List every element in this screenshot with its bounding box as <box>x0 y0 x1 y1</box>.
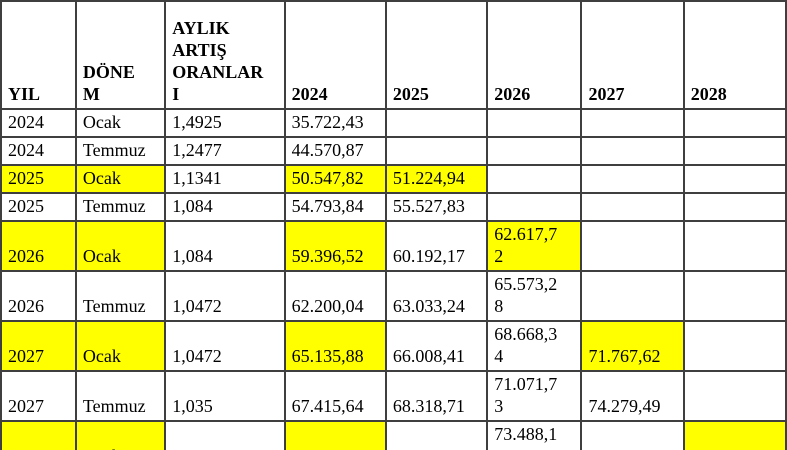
cell-oran: 1,035 <box>164 370 286 422</box>
cell-y2027: 76.804,99 <box>580 420 685 450</box>
cell-y2027: 74.279,49 <box>580 370 685 422</box>
cell-y2028 <box>682 136 787 166</box>
cell-oran: 1,084 <box>164 220 286 272</box>
column-header-2027: 2027 <box>580 0 685 110</box>
column-header-2028: 2028 <box>682 0 787 110</box>
cell-y2026: 65.573,2 8 <box>486 270 583 322</box>
cell-y2025: 55.527,83 <box>384 192 489 222</box>
cell-y2025: 68.318,71 <box>384 370 489 422</box>
cell-y2025: 66.008,41 <box>384 320 489 372</box>
table-row: 2024 Ocak 1,4925 35.722,43 <box>0 108 787 138</box>
cell-y2024: 44.570,87 <box>283 136 387 166</box>
cell-oran: 1,4925 <box>164 108 286 138</box>
cell-y2027 <box>580 270 685 322</box>
cell-y2028 <box>682 108 787 138</box>
table-row: 2026 Ocak 1,084 59.396,52 60.192,17 62.617,7 … <box>0 220 787 272</box>
cell-yil: 2024 <box>0 136 77 166</box>
cell-yil: 2028 <box>0 420 77 450</box>
cell-y2024: 65.135,88 <box>283 320 387 372</box>
cell-yil: 2027 <box>0 370 77 422</box>
column-header-2025: 2025 <box>384 0 489 110</box>
cell-oran: 1,2477 <box>164 136 286 166</box>
column-header-oranlar: AYLIK ARTIŞ ORANLAR I <box>164 0 286 110</box>
cell-y2025: 70.641,54 <box>384 420 489 450</box>
cell-yil: 2027 <box>0 320 77 372</box>
cell-y2025 <box>384 108 489 138</box>
cell-y2027 <box>580 164 685 194</box>
cell-y2027: 71.767,62 <box>580 320 685 372</box>
cell-yil: 2025 <box>0 164 77 194</box>
cell-y2024: 35.722,43 <box>283 108 387 138</box>
cell-y2028 <box>682 164 787 194</box>
cell-y2024: 54.793,84 <box>283 192 387 222</box>
column-header-yil: YIL <box>0 0 77 110</box>
cell-oran: 1,0472 <box>164 270 286 322</box>
cell-y2027 <box>580 136 685 166</box>
cell-y2026: 62.617,7 2 <box>486 220 583 272</box>
table-body: 2024 Ocak 1,4925 35.722,43 2024 Temmuz 1,2477 4… <box>0 108 787 450</box>
cell-donem: Temmuz <box>74 370 167 422</box>
table-row: 2025 Ocak 1,1341 50.547,82 51.224,94 <box>0 164 787 194</box>
cell-y2027 <box>580 108 685 138</box>
table-row: 2025 Temmuz 1,084 54.793,84 55.527,83 <box>0 192 787 222</box>
cell-donem: Ocak <box>74 420 167 450</box>
table-row: 2024 Temmuz 1,2477 44.570,87 <box>0 136 787 166</box>
cell-y2025: 63.033,24 <box>384 270 489 322</box>
column-header-2024: 2024 <box>283 0 387 110</box>
cell-y2025: 60.192,17 <box>384 220 489 272</box>
cell-y2028 <box>682 192 787 222</box>
cell-y2026: 71.071,7 3 <box>486 370 583 422</box>
cell-oran: 1,084 <box>164 192 286 222</box>
cell-oran: 1,0472 <box>164 320 286 372</box>
cell-y2026 <box>486 136 583 166</box>
cell-yil: 2026 <box>0 220 77 272</box>
table-row: 2026 Temmuz 1,0472 62.200,04 63.033,24 65.573… <box>0 270 787 322</box>
cell-y2028 <box>682 220 787 272</box>
cell-y2026: 73.488,1 7 <box>486 420 583 450</box>
cell-y2026 <box>486 108 583 138</box>
cell-yil: 2024 <box>0 108 77 138</box>
table-row: 2027 Ocak 1,0472 65.135,88 66.008,41 68.668,3… <box>0 320 787 372</box>
cell-y2024: 67.415,64 <box>283 370 387 422</box>
cell-oran: 1,1341 <box>164 164 286 194</box>
cell-donem: Temmuz <box>74 136 167 166</box>
cell-y2024: 69.707,77 <box>283 420 387 450</box>
cell-y2026: 68.668,3 4 <box>486 320 583 372</box>
header-row: YIL DÖNE M AYLIK ARTIŞ ORANLAR I 2024 20… <box>0 0 787 110</box>
column-header-2026: 2026 <box>486 0 583 110</box>
table-row: 2028Ocak1,03469.707,7770.641,5473.488,1 … <box>0 420 787 450</box>
table-row: 2027 Temmuz 1,035 67.415,64 68.318,71 71.071,… <box>0 370 787 422</box>
cell-y2025 <box>384 136 489 166</box>
cell-y2026 <box>486 192 583 222</box>
cell-yil: 2026 <box>0 270 77 322</box>
cell-donem: Ocak <box>74 320 167 372</box>
cell-y2027 <box>580 192 685 222</box>
cell-donem: Ocak <box>74 164 167 194</box>
cell-donem: Temmuz <box>74 270 167 322</box>
cell-y2024: 59.396,52 <box>283 220 387 272</box>
cell-y2028: 80.577,68 <box>682 420 787 450</box>
cell-y2026 <box>486 164 583 194</box>
cell-donem: Ocak <box>74 108 167 138</box>
cell-donem: Ocak <box>74 220 167 272</box>
column-header-donem: DÖNE M <box>74 0 167 110</box>
cell-y2027 <box>580 220 685 272</box>
cell-y2025: 51.224,94 <box>384 164 489 194</box>
cell-y2024: 50.547,82 <box>283 164 387 194</box>
cell-y2028 <box>682 370 787 422</box>
cell-yil: 2025 <box>0 192 77 222</box>
cell-y2028 <box>682 320 787 372</box>
cell-oran: 1,034 <box>164 420 286 450</box>
cell-y2024: 62.200,04 <box>283 270 387 322</box>
cell-y2028 <box>682 270 787 322</box>
cell-donem: Temmuz <box>74 192 167 222</box>
